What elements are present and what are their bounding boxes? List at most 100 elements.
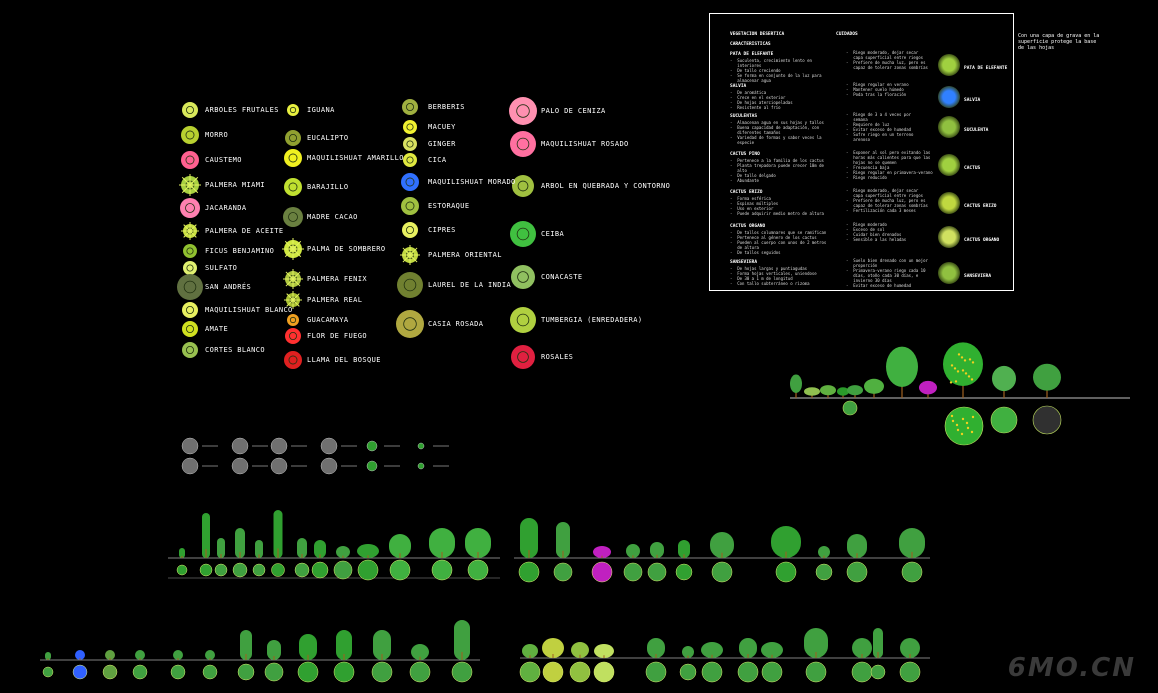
tree-elevation-icon: [273, 510, 283, 558]
flower-dot: [954, 380, 958, 383]
tree-symbol-icon: [182, 342, 198, 358]
plant-icon: [938, 192, 960, 214]
palm-symbol-icon: [179, 174, 201, 196]
note-text: Con una capa de grava en la superficie p…: [1018, 33, 1100, 51]
legend-label: MAQUILISHUAT BLANCO: [205, 306, 293, 314]
tree-elevation-icon: [465, 528, 491, 558]
tree-elevation-icon: [678, 540, 690, 558]
legend-label: IGUANA: [307, 106, 335, 114]
tree-elevation-icon: [1033, 363, 1061, 391]
table-row-name: SALVIA: [730, 84, 747, 89]
tree-elevation-icon: [899, 528, 925, 558]
shrub-symbol-icon: [287, 104, 299, 116]
plant-icon: [938, 86, 960, 108]
flower-dot: [956, 428, 960, 432]
tree-plan-icon: [132, 664, 148, 680]
tree-elevation-icon: [804, 628, 828, 658]
small-tree-symbol-icon: [181, 457, 199, 475]
tree-elevation-icon: [411, 644, 429, 660]
tree-elevation-icon: [594, 644, 614, 658]
tree-plan-icon: [451, 661, 473, 683]
tree-elevation-icon: [761, 642, 783, 658]
flower-dot: [961, 417, 965, 421]
tree-symbol-icon: [181, 126, 199, 144]
table-header-vegetation: VEGETACION DESERTICA: [730, 32, 785, 37]
tree-plan-icon: [357, 559, 379, 581]
flower-dot: [957, 353, 961, 356]
table-subheader: CARACTERISTICAS: [730, 42, 771, 47]
table-header-care: CUIDADOS: [836, 32, 858, 37]
shrub-symbol-icon: [403, 153, 417, 167]
tree-plan-icon: [202, 664, 218, 680]
tree-elevation-icon: [852, 638, 872, 658]
legend-label: SULFATO: [205, 264, 238, 272]
tree-elevation-icon: [650, 542, 664, 558]
tree-elevation-icon: [389, 534, 411, 558]
flower-dot: [951, 419, 955, 423]
tree-elevation-icon: [255, 540, 263, 558]
tree-elevation-icon: [336, 630, 352, 660]
plant-icon: [938, 154, 960, 176]
table-row-care: - Riego moderado, dejar secar capa super…: [846, 50, 928, 70]
tree-elevation-icon: [701, 642, 723, 658]
tree-plan-icon: [294, 562, 310, 578]
flower-dot: [970, 378, 974, 381]
small-tree-symbol-icon: [366, 440, 378, 452]
legend-label: CIPRES: [428, 226, 456, 234]
legend-label: AMATE: [205, 325, 229, 333]
tree-plan-icon: [990, 406, 1018, 434]
flower-symbol-icon: [509, 97, 537, 125]
flower-dot: [970, 430, 974, 434]
tree-elevation-icon: [771, 526, 801, 558]
table-row-care: - Exponer al sol pero evitando las horas…: [846, 150, 933, 180]
table-row-characteristics: - De tallos columnares que se ramifican …: [730, 230, 827, 255]
tree-elevation-icon: [847, 385, 863, 396]
flower-dot: [966, 426, 970, 430]
table-row-care: - Riego moderado - Exceso de sol - Cuida…: [846, 222, 907, 242]
tree-plan-icon: [271, 563, 285, 577]
table-row-characteristics: - De hojas largas y puntiagudas - Forma …: [730, 266, 817, 286]
flower-dot: [960, 432, 964, 436]
tree-plan-icon: [389, 559, 411, 581]
tree-elevation-icon: [429, 528, 455, 558]
legend-label: CAUSTEMO: [205, 156, 242, 164]
tree-plan-icon: [593, 661, 615, 683]
flower-symbol-icon: [511, 345, 535, 369]
tree-elevation-icon: [873, 628, 883, 658]
tree-elevation-icon: [520, 518, 538, 558]
shrub-symbol-icon: [403, 120, 417, 134]
tree-plan-icon: [333, 560, 353, 580]
tree-elevation-icon: [820, 385, 836, 396]
vine-symbol-icon: [510, 307, 536, 333]
plant-icon: [938, 116, 960, 138]
tree-symbol-icon: [401, 173, 419, 191]
table-row-icon-label: CACTUS: [964, 166, 981, 171]
tree-elevation-icon: [682, 646, 694, 658]
flower-dot: [956, 370, 960, 373]
legend-label: MAQUILISHUAT ROSADO: [541, 140, 629, 148]
tree-elevation-icon: [105, 650, 115, 660]
flower-dot: [968, 358, 972, 361]
small-tree-symbol-icon: [417, 442, 425, 450]
tree-plan-icon: [647, 562, 667, 582]
table-row-name: CACTUS ORGANO: [730, 224, 766, 229]
tree-symbol-icon: [283, 207, 303, 227]
tree-plan-icon: [214, 563, 228, 577]
legend-label: JACARANDA: [205, 204, 247, 212]
tree-elevation-icon: [626, 544, 640, 558]
legend-label: CEIBA: [541, 230, 565, 238]
tree-plan-icon: [623, 562, 643, 582]
flower-dot: [963, 359, 967, 362]
legend-label: MACUEY: [428, 123, 456, 131]
tree-symbol-icon: [182, 302, 198, 318]
tree-plan-icon: [72, 664, 88, 680]
tree-plan-icon: [645, 661, 667, 683]
tree-plan-icon: [176, 564, 188, 576]
legend-label: ARBOL EN QUEBRADA Y CONTORNO: [541, 182, 671, 190]
tree-elevation-icon: [710, 532, 734, 558]
table-row-name: PATA DE ELEFANTE: [730, 52, 774, 57]
tree-elevation-icon: [818, 546, 830, 558]
tree-plan-icon: [805, 661, 827, 683]
tree-elevation-icon: [571, 642, 589, 658]
